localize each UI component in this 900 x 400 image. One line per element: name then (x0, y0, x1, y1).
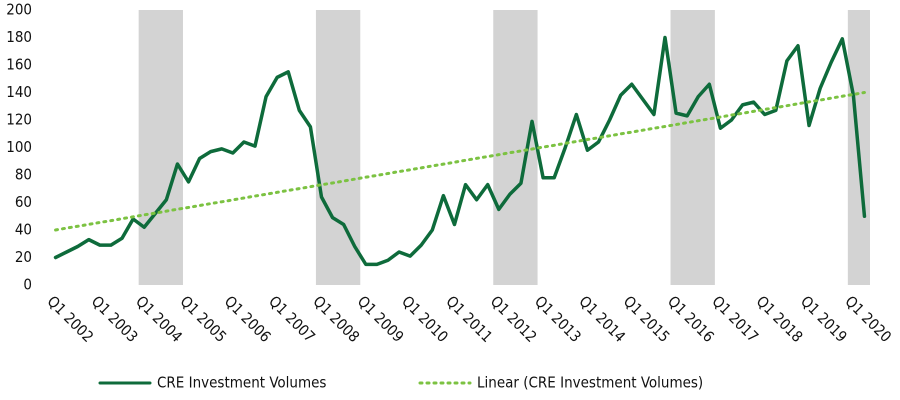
y-tick-label: 0 (23, 276, 32, 294)
x-tick-label: Q1 2013 (531, 292, 585, 346)
x-tick-label: Q1 2015 (620, 292, 674, 346)
x-tick-label: Q1 2019 (797, 292, 851, 346)
x-tick-label: Q1 2011 (442, 292, 496, 346)
x-tick-label: Q1 2010 (398, 292, 452, 346)
x-tick-label: Q1 2014 (575, 292, 629, 346)
x-tick-label: Q1 2003 (88, 292, 142, 346)
y-tick-label: 20 (15, 248, 32, 266)
x-tick-label: Q1 2008 (309, 292, 363, 346)
x-tick-label: Q1 2009 (354, 292, 408, 346)
x-tick-label: Q1 2007 (265, 292, 319, 346)
y-tick-label: 140 (6, 83, 32, 101)
y-tick-label: 160 (6, 56, 32, 74)
shaded-band (493, 10, 538, 285)
x-tick-label: Q1 2012 (487, 292, 541, 346)
y-tick-label: 100 (6, 138, 32, 156)
x-tick-label: Q1 2020 (841, 292, 895, 346)
x-tick-label: Q1 2018 (753, 292, 807, 346)
shaded-band (138, 10, 183, 285)
y-tick-label: 40 (15, 221, 32, 239)
x-tick-label: Q1 2006 (221, 292, 275, 346)
y-tick-label: 80 (15, 166, 32, 184)
series-line (53, 35, 867, 267)
y-tick-label: 200 (6, 1, 32, 19)
x-tick-label: Q1 2004 (132, 292, 186, 346)
legend-label: CRE Investment Volumes (157, 374, 326, 392)
y-tick-label: 60 (15, 193, 32, 211)
shaded-band (670, 10, 715, 285)
x-tick-label: Q1 2017 (708, 292, 762, 346)
legend-label: Linear (CRE Investment Volumes) (477, 374, 703, 392)
x-tick-label: Q1 2016 (664, 292, 718, 346)
y-tick-label: 120 (6, 111, 32, 129)
y-tick-label: 180 (6, 28, 32, 46)
x-tick-label: Q1 2002 (44, 292, 98, 346)
x-tick-label: Q1 2005 (177, 292, 231, 346)
